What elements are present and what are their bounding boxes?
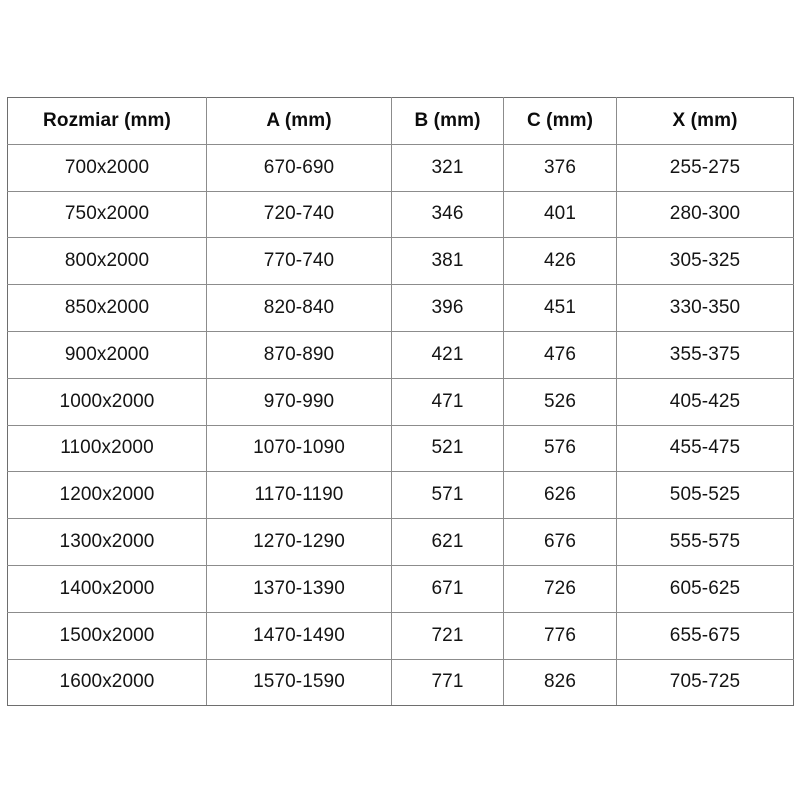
cell-size: 1300x2000	[7, 518, 207, 566]
cell-a: 770-740	[206, 237, 392, 286]
cell-x: 255-275	[616, 143, 794, 192]
cell-c: 626	[503, 471, 617, 520]
cell-b: 381	[391, 237, 504, 286]
cell-size: 1100x2000	[7, 424, 207, 473]
cell-x: 305-325	[616, 237, 794, 286]
table-row: 1100x2000 1070-1090 521 576 455-475	[7, 424, 794, 473]
table-row: 1500x2000 1470-1490 721 776 655-675	[7, 611, 794, 660]
cell-c: 376	[503, 143, 617, 192]
table-row: 850x2000 820-840 396 451 330-350	[7, 284, 794, 332]
column-header-size: Rozmiar (mm)	[7, 97, 207, 145]
dimensions-table: Rozmiar (mm) A (mm) B (mm) C (mm) X (mm)…	[7, 97, 794, 707]
cell-a: 1270-1290	[206, 518, 392, 566]
table-header: Rozmiar (mm) A (mm) B (mm) C (mm) X (mm)	[7, 97, 794, 145]
cell-a: 1070-1090	[206, 424, 392, 473]
table-row: 700x2000 670-690 321 376 255-275	[7, 143, 794, 192]
cell-a: 1470-1490	[206, 611, 392, 660]
table-row: 1400x2000 1370-1390 671 726 605-625	[7, 564, 794, 613]
cell-b: 521	[391, 424, 504, 473]
cell-c: 676	[503, 518, 617, 566]
cell-b: 571	[391, 471, 504, 520]
cell-size: 1400x2000	[7, 564, 207, 613]
table-row: 1300x2000 1270-1290 621 676 555-575	[7, 518, 794, 566]
cell-x: 405-425	[616, 377, 794, 426]
cell-a: 870-890	[206, 330, 392, 379]
cell-size: 1000x2000	[7, 377, 207, 426]
table-header-row: Rozmiar (mm) A (mm) B (mm) C (mm) X (mm)	[7, 97, 794, 145]
cell-size: 1200x2000	[7, 471, 207, 520]
cell-b: 621	[391, 518, 504, 566]
cell-a: 1370-1390	[206, 564, 392, 613]
table-row: 800x2000 770-740 381 426 305-325	[7, 237, 794, 286]
table-row: 1000x2000 970-990 471 526 405-425	[7, 377, 794, 426]
cell-b: 471	[391, 377, 504, 426]
cell-x: 505-525	[616, 471, 794, 520]
table-row: 1600x2000 1570-1590 771 826 705-725	[7, 658, 794, 707]
table-row: 900x2000 870-890 421 476 355-375	[7, 330, 794, 379]
table-row: 1200x2000 1170-1190 571 626 505-525	[7, 471, 794, 520]
cell-size: 850x2000	[7, 284, 207, 332]
cell-c: 526	[503, 377, 617, 426]
cell-x: 455-475	[616, 424, 794, 473]
column-header-b: B (mm)	[391, 97, 504, 145]
cell-size: 750x2000	[7, 190, 207, 239]
cell-b: 721	[391, 611, 504, 660]
cell-c: 401	[503, 190, 617, 239]
cell-a: 1570-1590	[206, 658, 392, 707]
cell-b: 771	[391, 658, 504, 707]
spec-table-container: Rozmiar (mm) A (mm) B (mm) C (mm) X (mm)…	[7, 97, 794, 707]
cell-x: 355-375	[616, 330, 794, 379]
cell-b: 321	[391, 143, 504, 192]
cell-a: 1170-1190	[206, 471, 392, 520]
column-header-x: X (mm)	[616, 97, 794, 145]
cell-a: 820-840	[206, 284, 392, 332]
cell-c: 476	[503, 330, 617, 379]
cell-size: 1600x2000	[7, 658, 207, 707]
cell-x: 655-675	[616, 611, 794, 660]
cell-size: 800x2000	[7, 237, 207, 286]
cell-b: 396	[391, 284, 504, 332]
cell-a: 970-990	[206, 377, 392, 426]
cell-c: 776	[503, 611, 617, 660]
cell-a: 670-690	[206, 143, 392, 192]
cell-size: 700x2000	[7, 143, 207, 192]
cell-b: 421	[391, 330, 504, 379]
cell-a: 720-740	[206, 190, 392, 239]
cell-size: 900x2000	[7, 330, 207, 379]
table-row: 750x2000 720-740 346 401 280-300	[7, 190, 794, 239]
cell-b: 346	[391, 190, 504, 239]
cell-c: 576	[503, 424, 617, 473]
cell-c: 426	[503, 237, 617, 286]
cell-size: 1500x2000	[7, 611, 207, 660]
cell-x: 605-625	[616, 564, 794, 613]
cell-x: 705-725	[616, 658, 794, 707]
column-header-a: A (mm)	[206, 97, 392, 145]
cell-x: 280-300	[616, 190, 794, 239]
column-header-c: C (mm)	[503, 97, 617, 145]
cell-x: 330-350	[616, 284, 794, 332]
cell-c: 451	[503, 284, 617, 332]
table-body: 700x2000 670-690 321 376 255-275 750x200…	[7, 143, 794, 707]
cell-c: 726	[503, 564, 617, 613]
cell-b: 671	[391, 564, 504, 613]
cell-x: 555-575	[616, 518, 794, 566]
cell-c: 826	[503, 658, 617, 707]
